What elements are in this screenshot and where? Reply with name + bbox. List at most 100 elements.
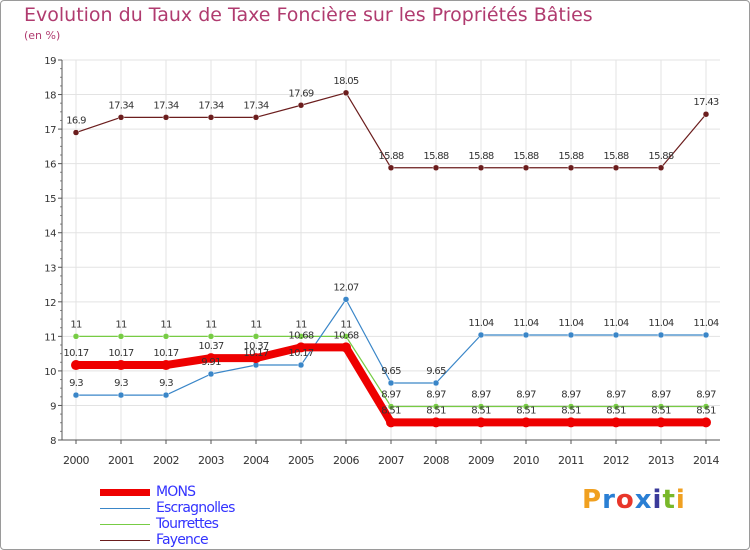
data-label-tourrettes: 11 — [295, 319, 307, 330]
data-label-escragnolles: 11.04 — [648, 318, 673, 329]
legend-label-tourrettes: Tourrettes — [156, 516, 219, 532]
y-tick-label: 9 — [50, 401, 56, 412]
data-label-fayence: 17.69 — [288, 88, 313, 99]
data-label-tourrettes: 8.97 — [471, 389, 491, 400]
data-point-tourrettes — [522, 403, 530, 410]
data-point-fayence — [162, 114, 170, 121]
data-point-mons — [521, 417, 531, 428]
data-label-escragnolles: 11.04 — [513, 318, 538, 329]
legend-swatch-tourrettes — [100, 524, 150, 525]
data-point-escragnolles — [117, 391, 125, 399]
data-label-tourrettes: 11 — [115, 319, 127, 330]
data-point-tourrettes — [567, 403, 575, 410]
data-label-fayence: 15.88 — [378, 151, 403, 162]
data-point-fayence — [387, 164, 395, 172]
data-point-escragnolles — [342, 296, 350, 303]
y-tick-label: 18 — [44, 91, 56, 102]
data-point-fayence — [252, 114, 260, 121]
data-label-escragnolles: 9.65 — [426, 366, 446, 377]
data-point-tourrettes — [657, 403, 665, 410]
y-tick-label: 19 — [44, 56, 56, 67]
legend-label-escragnolles: Escragnolles — [156, 500, 235, 516]
data-point-fayence — [117, 114, 125, 121]
data-point-mons — [431, 417, 441, 428]
data-label-fayence: 16.9 — [66, 116, 86, 127]
data-point-escragnolles — [387, 379, 395, 387]
data-labels: 16.9 17.34 17.34 17.34 17.34 17.69 18.05 15.88 1… — [63, 76, 719, 417]
data-label-escragnolles: 11.04 — [558, 318, 583, 329]
data-point-mons — [566, 417, 576, 428]
data-label-fayence: 17.43 — [693, 97, 718, 108]
legend-swatch-fayence — [100, 540, 150, 541]
data-point-fayence — [567, 164, 575, 172]
y-tick-label: 14 — [44, 229, 56, 240]
data-label-escragnolles: 11.04 — [693, 318, 718, 329]
data-point-mons — [116, 360, 126, 371]
x-tick-label: 2013 — [648, 454, 674, 467]
data-point-tourrettes — [207, 333, 215, 340]
data-point-mons — [656, 417, 666, 428]
data-label-mons: 8.51 — [651, 405, 671, 416]
data-label-mons: 10.17 — [153, 348, 178, 359]
data-point-tourrettes — [702, 403, 710, 410]
data-label-fayence: 17.34 — [198, 100, 223, 111]
y-tick-label: 12 — [44, 298, 56, 309]
data-point-mons — [161, 360, 171, 371]
data-label-mons: 10.68 — [288, 330, 313, 341]
data-point-fayence — [522, 164, 530, 172]
data-point-tourrettes — [342, 333, 350, 340]
x-tick-label: 2003 — [198, 454, 224, 467]
y-tick-label: 11 — [44, 332, 56, 343]
data-label-escragnolles: 9.3 — [69, 378, 83, 389]
legend-label-mons: MONS — [156, 484, 196, 500]
data-point-escragnolles — [612, 331, 620, 339]
y-tick-label: 16 — [44, 160, 56, 171]
data-label-tourrettes: 11 — [340, 319, 352, 330]
data-point-escragnolles — [567, 331, 575, 339]
data-label-escragnolles: 9.65 — [381, 366, 401, 377]
data-point-escragnolles — [297, 361, 305, 369]
data-point-tourrettes — [612, 403, 620, 410]
data-point-escragnolles — [477, 331, 485, 339]
x-tick-label: 2010 — [513, 454, 539, 467]
data-label-mons: 8.51 — [381, 405, 401, 416]
data-label-fayence: 18.05 — [333, 76, 358, 87]
data-point-fayence — [612, 164, 620, 172]
data-point-tourrettes — [162, 333, 170, 340]
series-layer — [71, 89, 711, 428]
logo-letter: i — [652, 485, 663, 515]
logo-letter: t — [662, 485, 676, 515]
data-label-fayence: 15.88 — [423, 151, 448, 162]
data-point-escragnolles — [702, 331, 710, 339]
x-tick-label: 2007 — [378, 454, 404, 467]
x-tick-label: 2011 — [558, 454, 584, 467]
x-tick-label: 2009 — [468, 454, 494, 467]
data-label-tourrettes: 11 — [70, 319, 82, 330]
data-point-fayence — [207, 114, 215, 121]
data-point-tourrettes — [477, 403, 485, 410]
x-tick-label: 2008 — [423, 454, 449, 467]
x-tick-label: 2014 — [693, 454, 719, 467]
data-label-mons: 8.51 — [516, 405, 536, 416]
data-point-escragnolles — [162, 391, 170, 399]
data-label-fayence: 17.34 — [153, 100, 178, 111]
data-point-mons — [341, 342, 351, 353]
data-label-tourrettes: 8.97 — [606, 389, 626, 400]
data-point-mons — [701, 417, 711, 428]
logo-letter: r — [602, 485, 616, 515]
data-point-mons — [71, 360, 81, 371]
y-tick-label: 15 — [44, 194, 56, 205]
data-point-fayence — [477, 164, 485, 172]
data-point-escragnolles — [522, 331, 530, 339]
legend-label-fayence: Fayence — [156, 532, 209, 548]
data-point-mons — [386, 417, 396, 428]
axes: 8 9 10 11 12 13 14 15 16 17 18 19 2000 2001 2002 2003 20… — [44, 56, 720, 467]
data-point-escragnolles — [72, 391, 80, 399]
legend-swatch-mons — [100, 489, 150, 496]
x-tick-label: 2005 — [288, 454, 314, 467]
data-point-mons — [476, 417, 486, 428]
data-label-escragnolles: 10.17 — [243, 348, 268, 359]
data-point-escragnolles — [657, 331, 665, 339]
data-point-fayence — [342, 89, 350, 97]
